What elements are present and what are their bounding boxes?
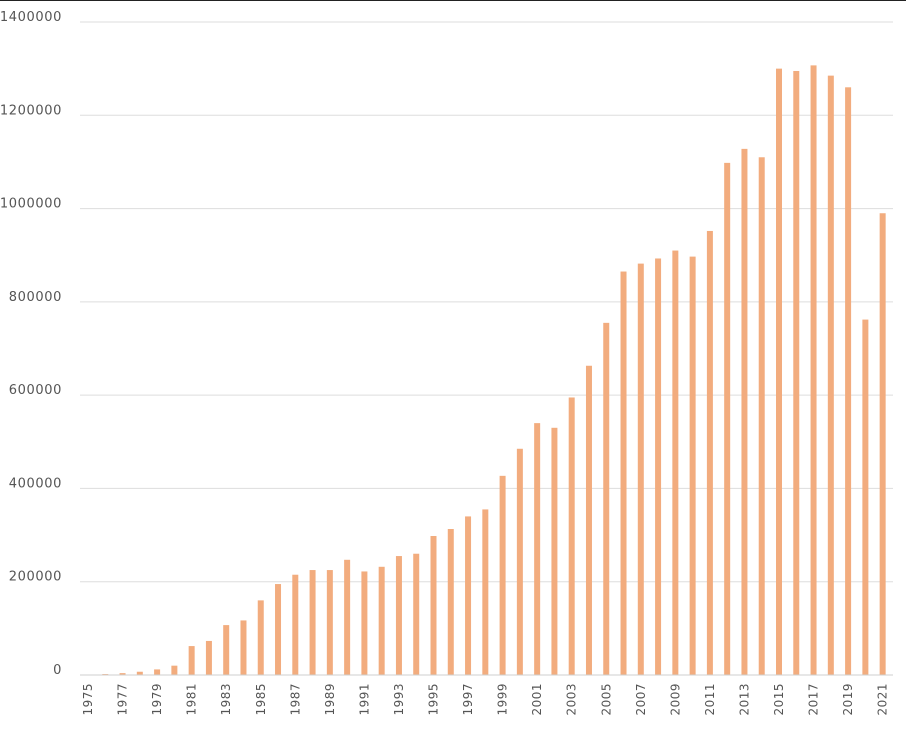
bar-2006 [620, 271, 627, 675]
bar-2012 [724, 162, 731, 675]
bar-2020 [862, 319, 869, 675]
bar-1980 [171, 665, 178, 675]
x-tick-label: 2021 [876, 683, 890, 716]
bar-1988 [309, 570, 316, 675]
bar-1994 [413, 553, 420, 675]
x-tick-label: 1981 [185, 683, 199, 716]
bar-2007 [637, 263, 644, 675]
y-tick-label: 0 [53, 663, 62, 678]
x-axis-ticks: 1975 1977 1979 1981 1983 1985 1987 1989 1991 1993… [81, 683, 890, 716]
x-tick-label: 2003 [565, 683, 579, 716]
x-tick-label: 1977 [116, 683, 130, 716]
bar-1992 [378, 566, 385, 675]
x-tick-label: 2015 [772, 683, 786, 716]
bar-2010 [689, 256, 696, 675]
bar-1984 [240, 620, 247, 675]
bar-2016 [793, 70, 800, 676]
bar-1995 [430, 536, 437, 675]
y-tick-label: 1400000 [0, 10, 62, 25]
bar-1978 [136, 671, 143, 675]
x-tick-label: 2017 [807, 683, 821, 716]
y-tick-label: 600000 [9, 383, 62, 398]
bar-2004 [585, 365, 592, 675]
bar-1982 [205, 640, 212, 675]
bar-1990 [344, 559, 351, 675]
x-tick-label: 1991 [357, 683, 371, 716]
bar-1986 [275, 584, 282, 675]
bar-1977 [119, 673, 126, 675]
y-tick-label: 1000000 [0, 197, 62, 212]
bar-2002 [551, 427, 558, 675]
bar-2021 [879, 213, 886, 675]
bar-1989 [326, 570, 333, 675]
bar-2019 [845, 87, 852, 676]
bar-2005 [603, 322, 610, 675]
y-tick-label: 800000 [9, 290, 62, 305]
bar-1999 [499, 475, 506, 675]
bar-1979 [154, 669, 161, 675]
bar-2014 [758, 157, 765, 675]
bars [85, 65, 886, 676]
y-axis-ticks: 0 200000 400000 600000 800000 1000000 1200000 1… [0, 10, 62, 678]
x-tick-label: 1987 [288, 683, 302, 716]
bar-2008 [655, 258, 662, 675]
bar-1996 [447, 529, 454, 675]
bar-1983 [223, 625, 230, 675]
y-tick-label: 1200000 [0, 103, 62, 118]
x-tick-label: 1985 [254, 683, 268, 716]
bar-2009 [672, 250, 679, 676]
x-tick-label: 1975 [81, 683, 95, 716]
x-tick-label: 2005 [599, 683, 613, 716]
x-tick-label: 1993 [392, 683, 406, 716]
x-tick-label: 2009 [668, 683, 682, 716]
x-tick-label: 1995 [427, 683, 441, 716]
x-tick-label: 2001 [530, 683, 544, 716]
bar-1997 [465, 516, 472, 675]
bar-1985 [257, 600, 264, 675]
bar-1981 [188, 646, 195, 675]
x-tick-label: 1997 [461, 683, 475, 716]
bar-2015 [776, 68, 782, 675]
bar-1987 [292, 574, 299, 675]
bar-2011 [706, 230, 713, 675]
bar-1991 [361, 571, 368, 675]
bar-2003 [568, 397, 575, 675]
x-tick-label: 2013 [737, 683, 751, 716]
bar-1993 [395, 556, 402, 675]
x-tick-label: 1983 [219, 683, 233, 716]
bar-2013 [741, 148, 748, 675]
grid-lines [80, 21, 893, 583]
x-tick-label: 2007 [634, 683, 648, 716]
y-tick-label: 200000 [9, 570, 62, 585]
bar-2017 [810, 65, 817, 675]
bar-2018 [827, 75, 834, 675]
y-tick-label: 400000 [9, 476, 62, 491]
x-tick-label: 2011 [703, 683, 717, 716]
x-tick-label: 1999 [496, 683, 510, 716]
x-tick-label: 2019 [841, 683, 855, 716]
bar-2001 [534, 423, 541, 675]
x-tick-label: 1979 [150, 683, 164, 716]
bar-1998 [482, 509, 489, 675]
bar-2000 [516, 448, 523, 675]
x-tick-label: 1989 [323, 683, 337, 716]
